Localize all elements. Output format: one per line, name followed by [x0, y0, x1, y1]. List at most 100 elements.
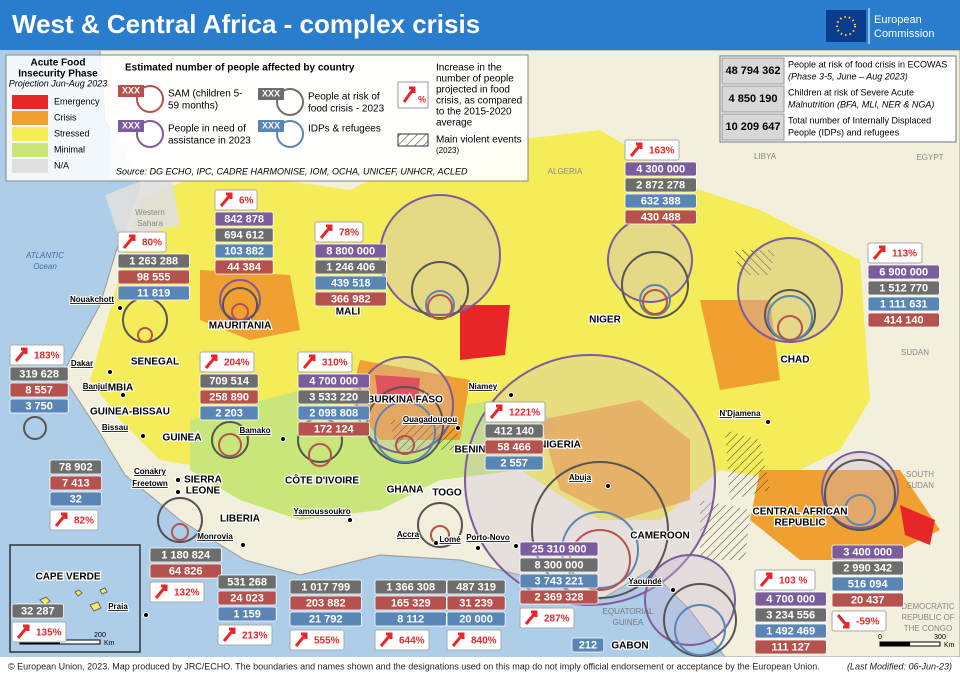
legend-item-label: food crisis - 2023: [308, 104, 385, 115]
summary-text: Malnutrition (BFA, MLI, NER & NGA): [788, 99, 934, 109]
increase-value: 78%: [339, 228, 359, 239]
capital-dot: [508, 392, 514, 398]
figure-value: 258 890: [209, 391, 249, 403]
country-label: TOGO: [432, 488, 461, 499]
figure-value: 8 800 000: [326, 245, 375, 257]
capital-dot: [280, 436, 286, 442]
country-label: LIBERIA: [220, 514, 260, 525]
summary-text: Children at risk of Severe Acute: [788, 87, 914, 97]
legend-violence: Main violent events: [436, 135, 522, 146]
phase-swatch: [12, 111, 48, 125]
phase-swatch: [12, 127, 48, 141]
logo-text: European: [874, 14, 922, 26]
legend-placeholder-box: [258, 88, 284, 100]
figure-box: [11, 603, 64, 619]
figure-value: 3 533 220: [309, 391, 358, 403]
country-label: SOUTH: [906, 470, 934, 479]
figure-box: [217, 590, 277, 606]
figure-value: 32 287: [21, 605, 55, 617]
country-label: BURKINA FASO: [367, 395, 443, 406]
increase-value: 132%: [174, 588, 200, 599]
legend-increase-text: average: [436, 118, 473, 129]
eu-stars: [836, 16, 856, 36]
capital-dot: [605, 483, 611, 489]
capital-label: Conakry: [134, 467, 167, 476]
figure-value: 414 140: [884, 314, 924, 326]
figure-value: 203 882: [306, 597, 346, 609]
figure-box: [214, 243, 274, 259]
crisis-zone: [540, 400, 690, 520]
summary-value-box: [721, 113, 785, 141]
header-bar: [0, 0, 960, 50]
increase-arrow: [759, 572, 773, 587]
capital-dot: [120, 392, 126, 398]
minimal-zone: [190, 390, 560, 520]
capital-label: Banjul: [83, 382, 107, 391]
legend-placeholder-box: [118, 120, 144, 132]
figure-value: 709 514: [209, 375, 250, 387]
legend-placeholder-box: [258, 120, 284, 132]
crisis-zone: [700, 300, 780, 390]
figure-value: 2 990 342: [843, 562, 892, 574]
figure-value: 1 017 799: [301, 581, 350, 593]
figure-box: [446, 579, 506, 595]
figure-box: [374, 595, 447, 611]
capital-label: Monrovia: [197, 532, 233, 541]
country-label: GABON: [611, 641, 648, 652]
figure-value: 31 239: [459, 597, 493, 609]
figure-value: 1 492 469: [766, 625, 815, 637]
increase-value: 82%: [74, 516, 94, 527]
legend-item-label: assistance in 2023: [168, 136, 251, 147]
figure-box: [314, 259, 387, 275]
increase-value: 840%: [471, 636, 497, 647]
country-label: Ocean: [33, 262, 57, 271]
increase-arrow: [294, 632, 308, 647]
figure-box: [519, 557, 599, 573]
increase-arrow: [524, 610, 538, 625]
increase-value: 204%: [224, 358, 250, 369]
legend-circle: [136, 120, 164, 148]
increase-value: 80%: [142, 238, 162, 249]
figure-value: 4 700 000: [309, 375, 358, 387]
figure-box: [199, 405, 259, 421]
figure-box: [754, 623, 827, 639]
figure-value: 1 180 824: [161, 549, 211, 561]
country-label: LEONE: [186, 486, 221, 497]
figure-value: 8 557: [25, 384, 53, 396]
figure-box: [519, 589, 599, 605]
phase-label: N/A: [54, 160, 69, 170]
country-label: Western: [135, 208, 165, 217]
figure-value: 531 268: [227, 576, 267, 588]
legend-increase-text: projected in food: [436, 85, 510, 96]
increase-arrow: [629, 142, 643, 157]
capital-dot: [513, 543, 519, 549]
capital-label: Bissau: [102, 423, 128, 432]
figure-value: 58 466: [497, 441, 531, 453]
increase-value: 183%: [34, 351, 60, 362]
capital-label: Niamey: [469, 382, 498, 391]
capital-label: Nouakchott: [70, 295, 114, 304]
legend-placeholder: XXX: [262, 120, 280, 130]
figure-box: [49, 459, 102, 475]
figure-box: [831, 576, 904, 592]
summary-text: People at risk of food crisis in ECOWAS: [788, 59, 947, 69]
legend-inner: [110, 58, 526, 178]
eu-flag: [826, 10, 866, 42]
increase-arrow: [451, 632, 465, 647]
figure-value: 172 124: [314, 423, 355, 435]
legend-placeholder: XXX: [262, 88, 280, 98]
figure-box: [117, 285, 190, 301]
phase-label: Emergency: [54, 96, 100, 106]
figure-value: 2 098 808: [309, 407, 358, 419]
summary-value: 4 850 190: [729, 93, 778, 105]
country-label: CENTRAL AFRICAN: [753, 507, 848, 518]
violent-events: [735, 250, 775, 275]
capital-label: Bamako: [239, 426, 270, 435]
capital-dot: [455, 425, 461, 431]
legend-phase-title: Insecurity Phase: [18, 69, 98, 80]
legend-increase-text: Increase in the: [436, 63, 502, 74]
figure-box: [831, 560, 904, 576]
scale-unit: Km: [104, 640, 115, 647]
figure-box: [289, 611, 362, 627]
legend-arrow: [402, 86, 416, 103]
